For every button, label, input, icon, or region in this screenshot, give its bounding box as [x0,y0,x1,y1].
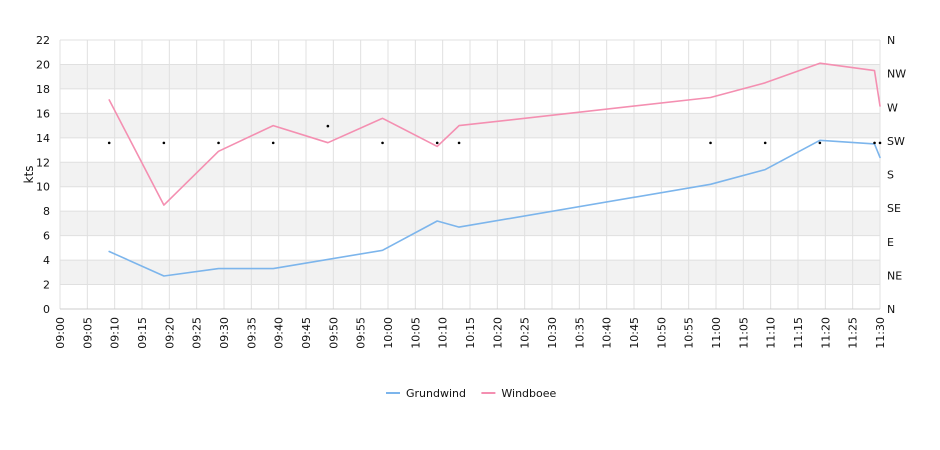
x-tick-label: 10:50 [655,317,668,349]
x-tick-label: 09:30 [218,317,231,349]
direction-marker [878,141,882,145]
x-tick-label: 11:30 [874,317,887,349]
x-tick-label: 09:40 [273,317,286,349]
direction-marker [271,141,275,145]
x-tick-label: 10:30 [546,317,559,349]
direction-tick-label: W [887,101,898,114]
y-tick-label: 8 [43,205,50,218]
y-tick-label: 22 [36,34,50,47]
series-line-windboee [108,62,881,206]
direction-marker [873,141,876,145]
x-tick-label: 11:00 [710,317,723,349]
x-tick-label: 11:15 [792,317,805,349]
x-tick-label: 10:55 [683,317,696,349]
x-tick-label: 10:15 [464,317,477,349]
direction-marker [435,141,439,145]
y-tick-label: 12 [36,156,50,169]
y-axis-title: kts [22,166,36,184]
x-tick-label: 10:00 [382,317,395,349]
y-tick-label: 10 [36,181,50,194]
legend-label: Windboee [501,387,556,400]
direction-marker [457,141,461,145]
y-tick-label: 18 [36,83,50,96]
direction-tick-label: S [887,169,894,182]
direction-marker [381,141,384,145]
direction-tick-label: N [887,34,895,47]
x-tick-label: 10:20 [491,317,504,349]
direction-tick-label: NW [887,68,906,81]
legend-label: Grundwind [406,387,466,400]
direction-marker [818,141,822,145]
x-tick-label: 09:20 [163,317,176,349]
direction-marker [763,141,767,145]
x-tick-label: 11:10 [765,317,778,349]
direction-tick-label: SE [887,202,901,215]
direction-marker [217,141,220,145]
direction-markers [107,124,882,145]
y-tick-label: 0 [43,303,50,316]
x-tick-label: 10:45 [628,317,641,349]
x-tick-label: 11:25 [847,317,860,349]
x-tick-label: 09:45 [300,317,313,349]
x-tick-label: 09:55 [355,317,368,349]
x-tick-label: 11:05 [737,317,750,349]
x-tick-label: 09:35 [245,317,258,349]
y-tick-label: 20 [36,58,50,71]
y-axis: 0 2 4 6 8 10 12 14 16 18 20 22 [36,34,50,316]
x-tick-label: 09:00 [54,317,67,349]
x-tick-label: 11:20 [819,317,832,349]
series-line-grundwind [108,139,881,277]
direction-axis: N NE E SE S SW W NW N [887,34,906,316]
x-tick-label: 09:15 [136,317,149,349]
x-tick-label: 10:10 [437,317,450,349]
y-tick-label: 4 [43,254,50,267]
y-tick-label: 14 [36,132,50,145]
direction-tick-label: N [887,303,895,316]
direction-tick-label: E [887,236,894,249]
x-tick-label: 09:50 [327,317,340,349]
x-tick-label: 10:35 [573,317,586,349]
y-tick-label: 2 [43,279,50,292]
direction-tick-label: NE [887,269,902,282]
y-tick-label: 6 [43,230,50,243]
y-tick-label: 16 [36,107,50,120]
direction-tick-label: SW [887,135,905,148]
direction-marker [326,124,330,128]
x-tick-label: 10:25 [519,317,532,349]
direction-marker [709,141,712,145]
legend: Grundwind Windboee [386,387,557,400]
x-tick-label: 10:40 [601,317,614,349]
x-tick-label: 09:25 [191,317,204,349]
direction-marker [107,141,111,145]
series-lines [108,62,881,277]
x-tick-label: 09:10 [109,317,122,349]
x-tick-label: 10:05 [409,317,422,349]
x-axis: 09:00 09:05 09:10 09:15 09:20 09:25 09:30 09:35… [54,308,887,349]
direction-marker [162,141,166,145]
x-tick-label: 09:05 [81,317,94,349]
